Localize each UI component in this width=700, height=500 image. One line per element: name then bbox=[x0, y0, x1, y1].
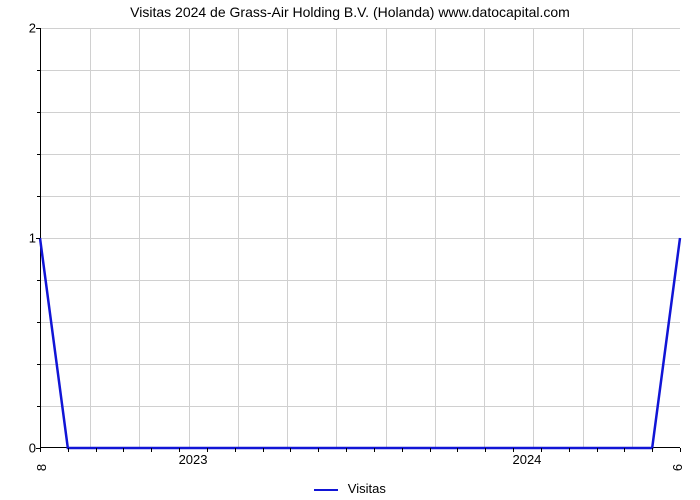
data-line bbox=[40, 28, 680, 448]
y-tick-label: 1 bbox=[6, 231, 36, 246]
x-corner-right: 6 bbox=[670, 464, 685, 471]
x-corner-left: 8 bbox=[34, 464, 49, 471]
y-tick-label: 0 bbox=[6, 441, 36, 456]
legend-swatch bbox=[314, 489, 338, 491]
legend: Visitas bbox=[0, 481, 700, 496]
legend-label: Visitas bbox=[348, 481, 386, 496]
x-tick-label: 2024 bbox=[512, 452, 541, 467]
x-tick-label: 2023 bbox=[179, 452, 208, 467]
chart-container: Visitas 2024 de Grass-Air Holding B.V. (… bbox=[0, 0, 700, 500]
chart-title: Visitas 2024 de Grass-Air Holding B.V. (… bbox=[0, 4, 700, 20]
y-tick-label: 2 bbox=[6, 21, 36, 36]
